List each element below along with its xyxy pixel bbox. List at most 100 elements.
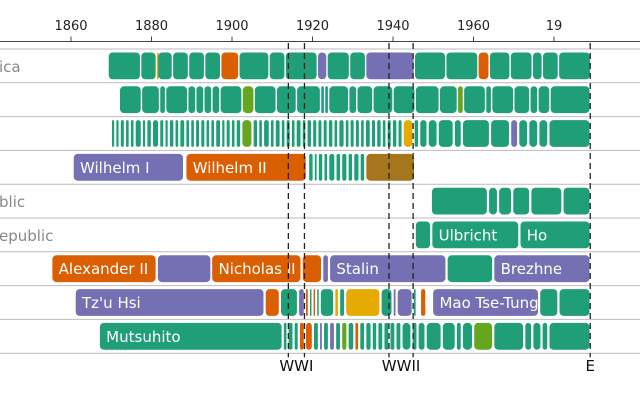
timeline-row: blic bbox=[0, 187, 590, 215]
timeline-bar bbox=[186, 153, 306, 181]
x-tick-label: 1940 bbox=[376, 19, 409, 34]
timeline-bar bbox=[474, 322, 493, 350]
bar-label: Mutsuhito bbox=[106, 328, 180, 346]
timeline-bar bbox=[421, 289, 426, 316]
timeline-row: Tz'u Hsi Mao Tse-Tung bbox=[75, 289, 590, 316]
timeline-bar bbox=[73, 153, 183, 181]
timeline-bar bbox=[160, 120, 164, 147]
timeline-bar bbox=[348, 153, 353, 181]
x-tick-label: 1960 bbox=[457, 19, 490, 34]
timeline-row: epublic Ulbricht Ho bbox=[0, 221, 590, 249]
timeline-bar bbox=[428, 120, 437, 147]
timeline-bar bbox=[513, 187, 530, 215]
timeline-row: Mutsuhito bbox=[99, 322, 590, 350]
timeline-bar bbox=[415, 221, 431, 249]
timeline-bar bbox=[345, 120, 349, 147]
timeline-bar bbox=[349, 86, 357, 114]
timeline-bar bbox=[120, 86, 141, 114]
x-tick-label: 1900 bbox=[215, 19, 248, 34]
timeline-bar bbox=[390, 322, 395, 350]
event-markers: WWI WWII E bbox=[279, 43, 595, 375]
bar-label: Alexander II bbox=[59, 260, 149, 278]
timeline-bar bbox=[365, 120, 370, 147]
bar-label: Brezhne bbox=[501, 260, 562, 278]
row-label: blic bbox=[0, 193, 25, 211]
timeline-row: ica bbox=[0, 52, 590, 80]
timeline-bar bbox=[212, 255, 301, 283]
timeline-bar bbox=[188, 86, 196, 114]
timeline-bar bbox=[296, 120, 301, 147]
timeline-bar bbox=[346, 289, 380, 316]
timeline-bar bbox=[530, 86, 538, 114]
timeline-bar bbox=[325, 86, 328, 114]
timeline-bar bbox=[191, 120, 194, 147]
event-label: WWI bbox=[279, 357, 313, 375]
timeline-bar bbox=[294, 322, 298, 350]
event-marker: WWII bbox=[382, 43, 420, 375]
timeline-bar bbox=[334, 120, 338, 147]
timeline-bar bbox=[211, 120, 214, 147]
timeline-bar bbox=[327, 52, 349, 80]
timeline-bar bbox=[402, 322, 411, 350]
timeline-bar bbox=[392, 120, 397, 147]
timeline-bar bbox=[563, 187, 590, 215]
x-tick-label: 1920 bbox=[296, 19, 329, 34]
timeline-bar bbox=[397, 289, 412, 316]
timeline-bar bbox=[324, 153, 328, 181]
timeline-bar bbox=[276, 86, 296, 114]
timeline-bar bbox=[216, 120, 221, 147]
timeline-bar bbox=[206, 120, 210, 147]
timeline-bar bbox=[355, 322, 359, 350]
timeline-bar bbox=[499, 187, 512, 215]
timeline-bar bbox=[116, 120, 119, 147]
timeline-bar bbox=[189, 52, 204, 80]
timeline-bar bbox=[442, 322, 455, 350]
bar-label: Wilhelm I bbox=[80, 159, 150, 177]
timeline-bar bbox=[360, 153, 365, 181]
timeline-bar bbox=[491, 120, 510, 147]
timeline-bar bbox=[196, 86, 204, 114]
timeline-bar bbox=[281, 120, 285, 147]
timeline-bar bbox=[462, 120, 489, 147]
timeline-bar bbox=[269, 52, 285, 80]
timeline-rows: ica Wilhelm I Wilhelm II blic epublic Ulbrich… bbox=[0, 52, 590, 350]
timeline-bar bbox=[321, 86, 324, 114]
event-marker: WWI bbox=[279, 43, 313, 375]
timeline-bar bbox=[532, 52, 542, 80]
row-label: epublic bbox=[0, 227, 53, 245]
timeline-bar bbox=[253, 120, 258, 147]
timeline-bar bbox=[533, 322, 541, 350]
timeline-bar bbox=[212, 86, 220, 114]
x-axis: 1860 1880 1900 1920 1940 1960 19 bbox=[0, 19, 640, 42]
timeline-bar bbox=[157, 255, 211, 283]
timeline-row: Wilhelm I Wilhelm II bbox=[73, 153, 415, 181]
timeline-bar bbox=[307, 120, 311, 147]
timeline-bar bbox=[299, 322, 304, 350]
timeline-bar bbox=[283, 322, 287, 350]
timeline-bar bbox=[340, 289, 344, 316]
timeline-bar bbox=[335, 289, 338, 316]
bar-label: Stalin bbox=[336, 260, 378, 278]
timeline-row: Alexander II Nicholas II Stalin Brezhne bbox=[52, 255, 590, 283]
timeline-bar bbox=[160, 86, 165, 114]
timeline-bar bbox=[313, 289, 316, 316]
timeline-bar bbox=[519, 120, 528, 147]
timeline-bar bbox=[328, 120, 333, 147]
timeline-bar bbox=[204, 86, 212, 114]
timeline-bar bbox=[297, 86, 320, 114]
timeline-bar bbox=[111, 120, 115, 147]
timeline-bar bbox=[510, 52, 532, 80]
timeline-bar bbox=[175, 120, 179, 147]
timeline-bar bbox=[447, 255, 493, 283]
timeline-bar bbox=[222, 120, 225, 147]
bar-label: Wilhelm II bbox=[193, 159, 267, 177]
timeline-bar bbox=[205, 52, 221, 80]
timeline-bar bbox=[220, 86, 242, 114]
timeline-bar bbox=[494, 322, 524, 350]
timeline-bar bbox=[239, 52, 269, 80]
timeline-bar bbox=[366, 322, 371, 350]
timeline-bar bbox=[196, 120, 200, 147]
bar-label: Mao Tse-Tung bbox=[439, 294, 538, 312]
timeline-bar bbox=[542, 322, 548, 350]
timeline-bar bbox=[462, 322, 472, 350]
